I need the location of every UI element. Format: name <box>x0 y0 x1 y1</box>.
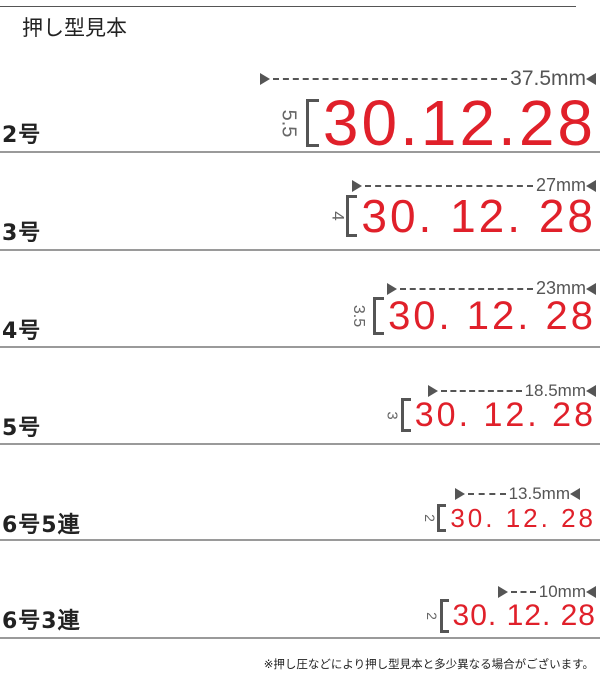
row-divider <box>0 249 600 251</box>
arrow-left-icon <box>586 73 596 85</box>
date-sample: 30. 12. 28 <box>414 396 596 434</box>
date-sample: 30. 12. 28 <box>450 503 596 533</box>
width-dimension: 10mm <box>498 582 596 602</box>
dimension-line <box>441 390 522 392</box>
size-label: 3号 <box>2 221 42 246</box>
height-bracket <box>437 504 447 532</box>
footnote: ※押し圧などにより押し型見本と多少異なる場合がございます。 <box>263 657 594 671</box>
dimension-line <box>511 591 536 593</box>
height-value: 5.5 <box>277 109 300 137</box>
row-divider <box>0 346 600 348</box>
row-divider <box>0 443 600 445</box>
height-bracket <box>305 99 319 147</box>
stamp-sample: 2 30. 12. 28 <box>421 503 596 533</box>
stamp-sample: 3.5 30. 12. 28 <box>347 296 596 336</box>
stamp-sample: 2 30. 12. 28 <box>424 599 596 633</box>
size-row: 4号 23mm 3.5 30. 12. 28 <box>0 251 600 348</box>
stamp-sample: 4 30. 12. 28 <box>329 190 596 242</box>
height-bracket <box>373 297 385 335</box>
stamp-sample: 3 30. 12. 28 <box>384 396 596 434</box>
width-dimension: 37.5mm <box>260 67 596 91</box>
arrow-right-icon <box>498 586 508 598</box>
width-value: 23mm <box>535 278 586 298</box>
row-divider <box>0 539 600 541</box>
arrow-left-icon <box>586 385 596 397</box>
date-sample: 30. 12. 28 <box>452 599 596 632</box>
arrow-right-icon <box>260 73 270 85</box>
date-sample: 30.12.28 <box>322 87 596 159</box>
arrow-left-icon <box>570 488 580 500</box>
stamp-sample: 5.5 30.12.28 <box>274 91 596 155</box>
page-title: 押し型見本 <box>22 16 127 40</box>
top-divider <box>0 6 576 7</box>
row-divider <box>0 637 600 639</box>
dimension-line <box>365 184 533 187</box>
height-value: 3.5 <box>349 304 367 328</box>
arrow-right-icon <box>352 179 362 192</box>
size-row: 6号5連 13.5mm 2 30. 12. 28 <box>0 445 600 541</box>
dimension-line <box>468 493 506 495</box>
size-label: 2号 <box>2 123 42 148</box>
dimension-line <box>400 287 533 290</box>
size-label: 5号 <box>2 416 42 441</box>
arrow-left-icon <box>586 179 596 192</box>
width-dimension: 27mm <box>352 175 596 196</box>
width-dimension: 23mm <box>387 278 596 299</box>
height-bracket <box>400 398 411 432</box>
size-label: 6号3連 <box>2 609 81 634</box>
height-bracket <box>346 195 358 237</box>
height-value: 2 <box>421 514 438 522</box>
size-row: 6号3連 10mm 2 30. 12. 28 <box>0 541 600 639</box>
arrow-right-icon <box>387 282 397 295</box>
size-label: 4号 <box>2 319 42 344</box>
dimension-line <box>273 78 508 80</box>
height-bracket <box>439 599 449 633</box>
width-value: 27mm <box>535 175 586 195</box>
arrow-left-icon <box>586 282 596 295</box>
size-row: 2号 37.5mm 5.5 30.12.28 <box>0 7 600 155</box>
arrow-left-icon <box>586 586 596 598</box>
width-dimension: 13.5mm <box>455 484 580 504</box>
width-dimension: 18.5mm <box>428 381 596 401</box>
width-value: 37.5mm <box>510 67 586 90</box>
row-divider <box>0 151 600 153</box>
arrow-right-icon <box>428 385 438 397</box>
size-row: 5号 18.5mm 3 30. 12. 28 <box>0 348 600 445</box>
arrow-right-icon <box>455 488 465 500</box>
width-value: 18.5mm <box>524 381 586 400</box>
width-value: 10mm <box>538 582 586 601</box>
size-label: 6号5連 <box>2 513 81 538</box>
width-value: 13.5mm <box>508 484 570 503</box>
height-value: 2 <box>423 612 440 620</box>
date-sample: 30. 12. 28 <box>361 190 596 242</box>
height-value: 4 <box>328 211 348 221</box>
date-sample: 30. 12. 28 <box>388 294 596 338</box>
height-value: 3 <box>384 410 402 420</box>
size-row: 3号 27mm 4 30. 12. 28 <box>0 153 600 251</box>
